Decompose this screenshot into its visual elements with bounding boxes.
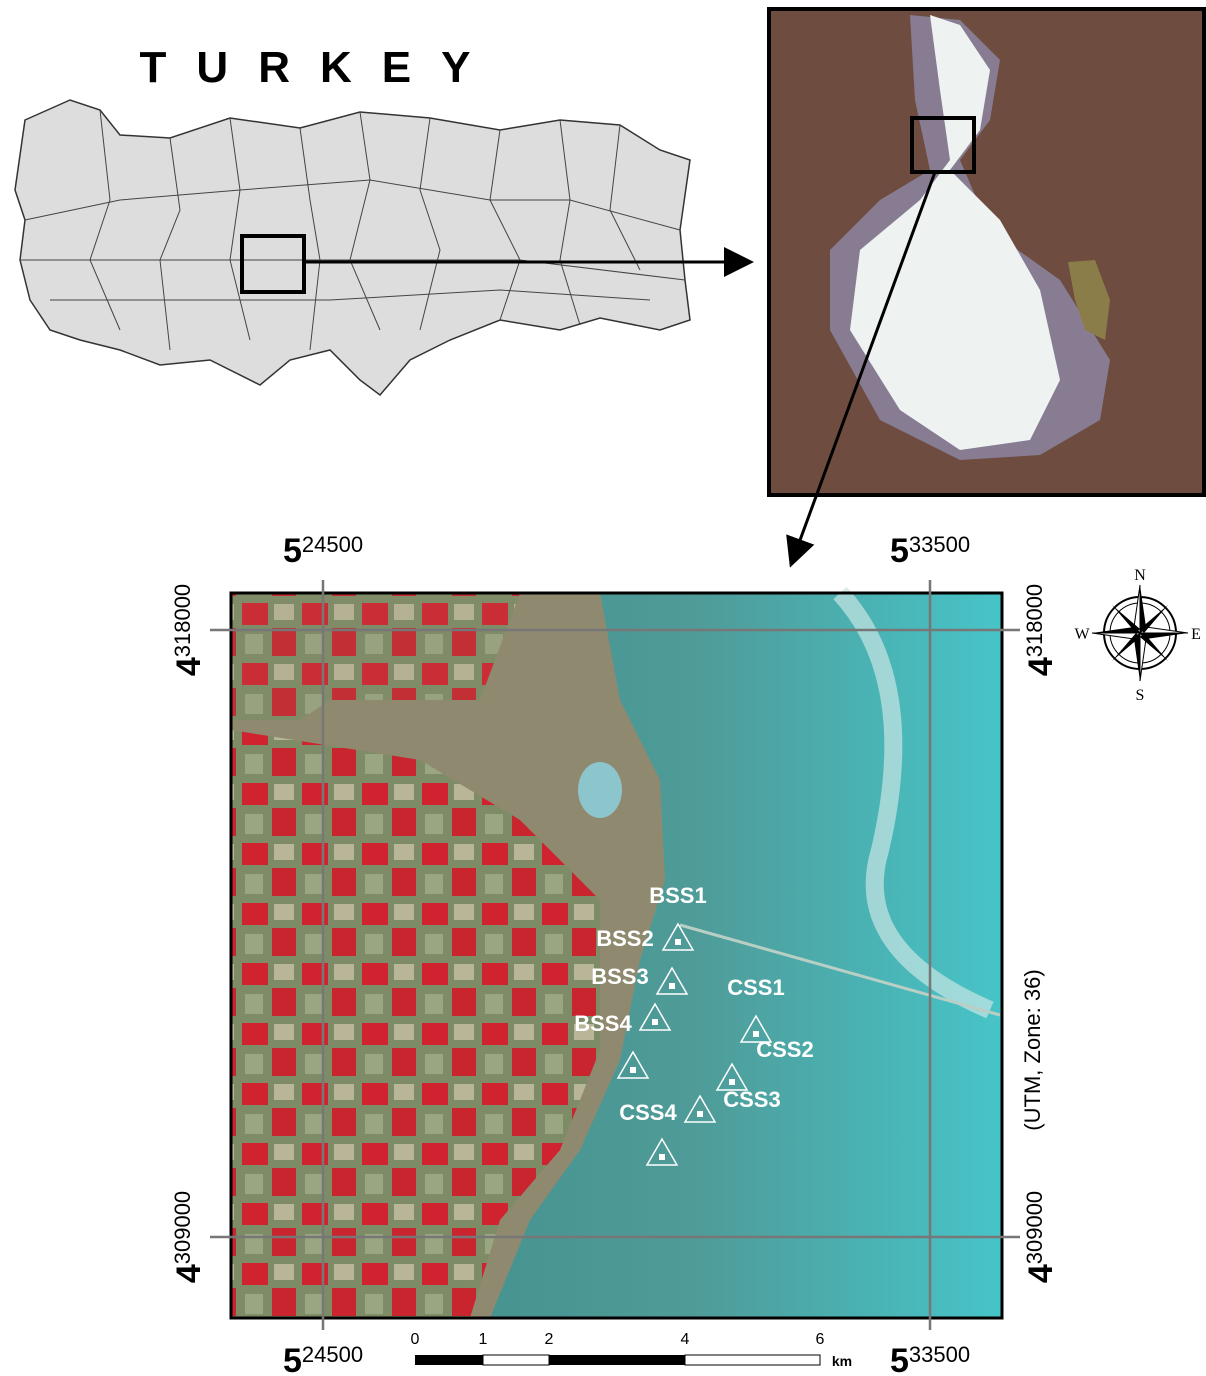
coord-label: 4318000	[170, 584, 208, 676]
main-map	[210, 580, 1020, 1330]
coord-rest: 24500	[302, 532, 363, 557]
coord-text: 524500	[283, 1342, 363, 1376]
coord-rest: 318000	[170, 584, 195, 657]
scale-tick-label: 4	[681, 1331, 690, 1348]
coord-rest: 318000	[1022, 584, 1047, 657]
coord-label: 4309000	[1022, 1191, 1060, 1283]
coord-lead: 5	[890, 1342, 909, 1376]
coord-text: 4309000	[1022, 1191, 1060, 1283]
site-point	[652, 1019, 658, 1025]
site-point	[675, 939, 681, 945]
coord-lead: 4	[1022, 1264, 1060, 1283]
compass-s: S	[1136, 687, 1145, 704]
coord-text: 4309000	[170, 1191, 208, 1283]
site-label: CSS3	[723, 1087, 780, 1112]
site-label: CSS1	[727, 975, 784, 1000]
site-point	[697, 1111, 703, 1117]
site-label: BSS1	[649, 883, 706, 908]
satellite-inset	[769, 9, 1204, 495]
site-label: BSS3	[591, 964, 648, 989]
site-label: BSS4	[574, 1011, 632, 1036]
coord-rest: 309000	[170, 1191, 195, 1264]
site-label: CSS2	[756, 1037, 813, 1062]
coord-text: 533500	[890, 1342, 970, 1376]
compass-n: N	[1134, 567, 1146, 584]
coord-label: 524500	[283, 1342, 363, 1376]
scale-tick-label: 0	[411, 1331, 420, 1348]
figure: TURKEY (UTM, Zone: 36)	[0, 0, 1206, 1376]
compass	[1092, 585, 1188, 681]
site-point	[669, 983, 675, 989]
coord-label: 533500	[890, 1342, 970, 1376]
coord-lead: 5	[283, 1342, 302, 1376]
coord-lead: 5	[890, 532, 909, 570]
coord-label: 4309000	[170, 1191, 208, 1283]
coord-label: 524500	[283, 532, 363, 570]
coord-label: 533500	[890, 532, 970, 570]
coord-rest: 33500	[909, 1342, 970, 1367]
coord-lead: 4	[170, 657, 208, 676]
turkey-outline	[15, 100, 690, 395]
coord-label: 4318000	[1022, 584, 1060, 676]
site-point	[659, 1154, 665, 1160]
projection-label: (UTM, Zone: 36)	[1020, 969, 1045, 1130]
coord-lead: 4	[1022, 657, 1060, 676]
site-point	[630, 1067, 636, 1073]
coord-text: 4318000	[170, 584, 208, 676]
site-label: BSS2	[596, 926, 653, 951]
compass-e: E	[1191, 626, 1201, 643]
site-point	[729, 1079, 735, 1085]
coord-lead: 4	[170, 1264, 208, 1283]
coord-text: 4318000	[1022, 584, 1060, 676]
site-label: CSS4	[619, 1100, 677, 1125]
coord-text: 533500	[890, 532, 970, 570]
coord-lead: 5	[283, 532, 302, 570]
coord-rest: 309000	[1022, 1191, 1047, 1264]
scale-tick-label: 6	[816, 1331, 825, 1348]
scale-tick-label: 1	[479, 1331, 488, 1348]
map-title: TURKEY	[140, 43, 501, 92]
coord-rest: 24500	[302, 1342, 363, 1367]
scale-unit: km	[832, 1353, 852, 1369]
scale-tick-label: 2	[545, 1331, 554, 1348]
scale-bar	[415, 1355, 820, 1365]
coord-rest: 33500	[909, 532, 970, 557]
compass-w: W	[1074, 626, 1090, 643]
coord-text: 524500	[283, 532, 363, 570]
